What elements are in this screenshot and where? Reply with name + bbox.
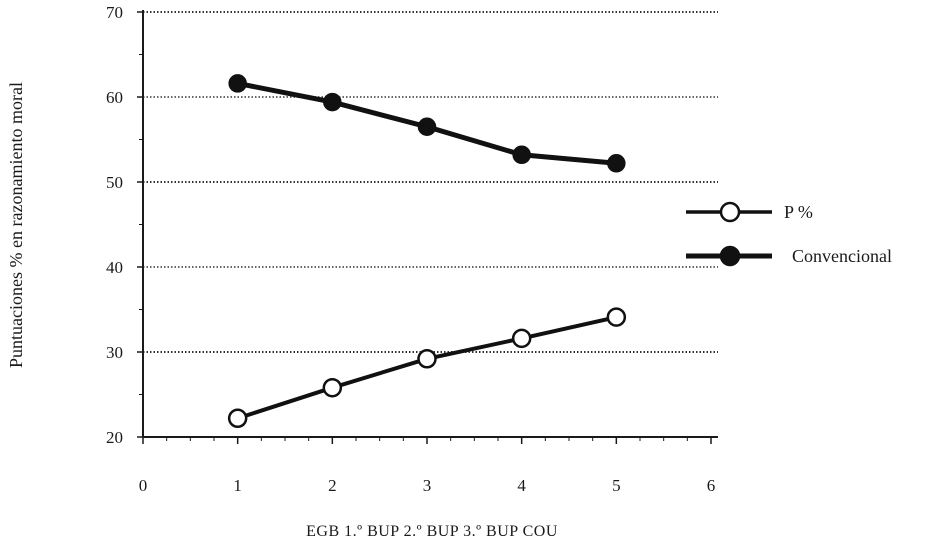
data-point bbox=[227, 408, 248, 429]
y-tick-label: 40 bbox=[106, 258, 123, 277]
y-tick-label: 60 bbox=[106, 88, 123, 107]
x-tick-label: 2 bbox=[328, 476, 337, 495]
x-tick-label: 5 bbox=[612, 476, 621, 495]
axes bbox=[142, 10, 718, 438]
data-point bbox=[417, 117, 437, 136]
data-point bbox=[512, 145, 531, 165]
legend-marker bbox=[719, 201, 741, 223]
legend: P % Convencional bbox=[686, 201, 892, 267]
x-tick-label: 4 bbox=[517, 476, 526, 495]
y-tick-label: 20 bbox=[106, 428, 123, 447]
y-tick-label: 70 bbox=[106, 3, 123, 22]
x-ticks: 0 1 2 3 4 5 6 bbox=[139, 437, 716, 495]
data-point bbox=[417, 349, 437, 369]
data-point bbox=[323, 92, 342, 112]
legend-marker bbox=[719, 245, 741, 267]
series-group bbox=[227, 74, 627, 429]
y-tick-label: 30 bbox=[106, 343, 123, 362]
data-point bbox=[511, 328, 532, 349]
grid-lines bbox=[143, 11, 718, 353]
x-tick-label: 0 bbox=[139, 476, 148, 495]
x-tick-label: 1 bbox=[233, 476, 242, 495]
y-tick-label: 50 bbox=[106, 173, 123, 192]
x-tick-label: 6 bbox=[707, 476, 716, 495]
legend-label: Convencional bbox=[792, 246, 892, 266]
category-labels: EGB 1.º BUP 2.º BUP 3.º BUP COU bbox=[306, 523, 558, 540]
data-point bbox=[228, 74, 247, 93]
data-point bbox=[606, 307, 627, 327]
data-point bbox=[322, 377, 343, 398]
x-tick-label: 3 bbox=[423, 476, 432, 495]
legend-label: P % bbox=[784, 202, 813, 222]
data-point bbox=[607, 154, 626, 173]
y-axis-label: Puntuaciones % en razonamiento moral bbox=[6, 82, 26, 368]
y-ticks: 20 30 40 50 60 70 bbox=[106, 3, 143, 447]
